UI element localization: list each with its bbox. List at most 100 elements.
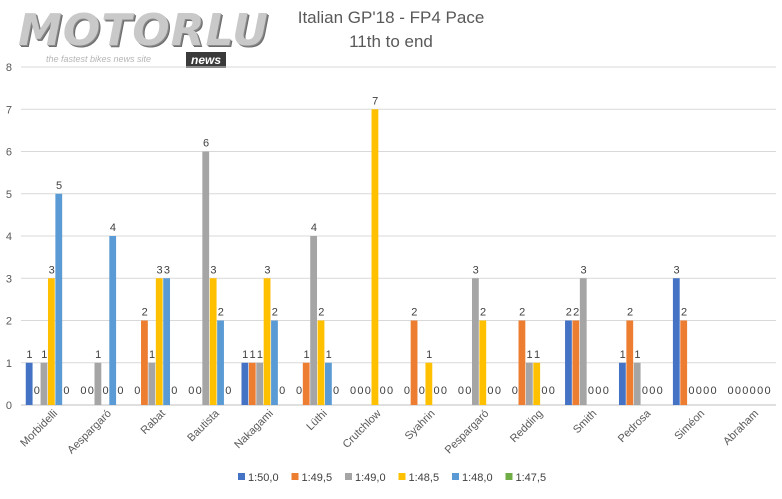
data-label: 0 xyxy=(103,385,109,397)
data-label: 0 xyxy=(595,385,601,397)
data-label: 0 xyxy=(588,385,594,397)
data-label: 3 xyxy=(473,264,479,276)
bar xyxy=(525,362,533,405)
bar xyxy=(579,278,587,405)
data-label: 0 xyxy=(88,385,94,397)
y-tick-label: 3 xyxy=(6,273,12,285)
bar xyxy=(680,320,688,405)
bar xyxy=(148,362,156,405)
data-label: 0 xyxy=(487,385,493,397)
bar xyxy=(209,278,217,405)
data-label: 4 xyxy=(110,222,116,234)
y-tick-label: 6 xyxy=(6,147,12,159)
bar xyxy=(202,151,210,405)
y-tick-label: 8 xyxy=(6,62,12,74)
x-tick-label: Lüthi xyxy=(304,408,329,433)
legend-label: 1:47,5 xyxy=(516,472,547,484)
y-tick-label: 7 xyxy=(6,104,12,116)
bar xyxy=(479,320,487,405)
logo-wordmark: MOTORLU xyxy=(18,5,269,56)
motorlu-logo: MOTORLU the fastest bikes news site news xyxy=(18,6,268,70)
data-label: 1 xyxy=(26,349,32,361)
legend-label: 1:49,0 xyxy=(355,472,386,484)
bar xyxy=(317,320,325,405)
legend-item: 1:49,0 xyxy=(345,472,386,484)
data-label: 1 xyxy=(242,349,248,361)
data-label: 5 xyxy=(56,180,62,192)
data-label: 0 xyxy=(512,385,518,397)
data-label: 2 xyxy=(627,307,633,319)
data-label: 0 xyxy=(196,385,202,397)
legend-item: 1:48,5 xyxy=(398,472,440,484)
bar xyxy=(626,320,634,405)
data-label: 0 xyxy=(495,385,501,397)
x-tick-label: Abraham xyxy=(721,408,761,448)
x-tick-label: Crutchlow xyxy=(341,408,384,451)
x-tick-label: Pedrosa xyxy=(616,407,654,445)
bar xyxy=(518,320,526,405)
data-label: 1 xyxy=(250,349,256,361)
legend-item: 1:48,0 xyxy=(452,472,493,484)
x-tick-label: Siméon xyxy=(672,408,707,443)
bar xyxy=(425,362,433,405)
data-label: 3 xyxy=(156,264,162,276)
x-tick-label: Aespargaró xyxy=(65,408,114,457)
data-label: 3 xyxy=(264,264,270,276)
legend-swatch xyxy=(345,473,352,480)
bar xyxy=(94,362,102,405)
data-label: 1 xyxy=(95,349,101,361)
bar xyxy=(572,320,580,405)
logo-tagline: the fastest bikes news site xyxy=(46,54,152,64)
bar xyxy=(47,278,55,405)
data-label: 4 xyxy=(311,222,317,234)
data-label: 0 xyxy=(549,385,555,397)
bar xyxy=(263,278,271,405)
data-label: 2 xyxy=(480,307,486,319)
y-tick-label: 1 xyxy=(6,358,12,370)
data-label: 0 xyxy=(171,385,177,397)
data-label: 3 xyxy=(210,264,216,276)
data-label: 2 xyxy=(519,307,525,319)
x-tick-label: Nakagami xyxy=(232,408,276,452)
data-label: 0 xyxy=(649,385,655,397)
bar xyxy=(248,362,256,405)
legend-label: 1:48,5 xyxy=(409,472,440,484)
bar xyxy=(241,362,249,405)
data-label: 0 xyxy=(764,385,770,397)
legend-item: 1:47,5 xyxy=(505,472,547,484)
bar xyxy=(633,362,641,405)
data-label: 0 xyxy=(225,385,231,397)
bar xyxy=(310,236,318,405)
data-label: 0 xyxy=(80,385,86,397)
data-label: 0 xyxy=(711,385,717,397)
data-label: 0 xyxy=(380,385,386,397)
data-label: 3 xyxy=(164,264,170,276)
data-label: 1 xyxy=(634,349,640,361)
chart-subtitle: 11th to end xyxy=(349,32,433,51)
data-label: 1 xyxy=(326,349,332,361)
data-label: 0 xyxy=(703,385,709,397)
data-label: 0 xyxy=(688,385,694,397)
data-label: 2 xyxy=(681,307,687,319)
data-label: 0 xyxy=(333,385,339,397)
data-label: 2 xyxy=(411,307,417,319)
data-label: 0 xyxy=(387,385,393,397)
x-tick-label: Pespargaró xyxy=(443,408,492,457)
data-label: 0 xyxy=(735,385,741,397)
data-label: 1 xyxy=(620,349,626,361)
data-label: 0 xyxy=(134,385,140,397)
bar xyxy=(672,278,680,405)
legend-swatch xyxy=(238,473,245,480)
y-tick-label: 0 xyxy=(6,400,12,412)
data-label: 0 xyxy=(365,385,371,397)
data-label: 2 xyxy=(566,307,572,319)
bar xyxy=(141,320,148,405)
legend-swatch xyxy=(452,473,459,480)
legend-label: 1:48,0 xyxy=(462,472,493,484)
bar xyxy=(109,236,117,405)
data-label: 2 xyxy=(218,307,224,319)
x-tick-label: Rabat xyxy=(139,408,168,437)
data-label: 2 xyxy=(142,307,148,319)
